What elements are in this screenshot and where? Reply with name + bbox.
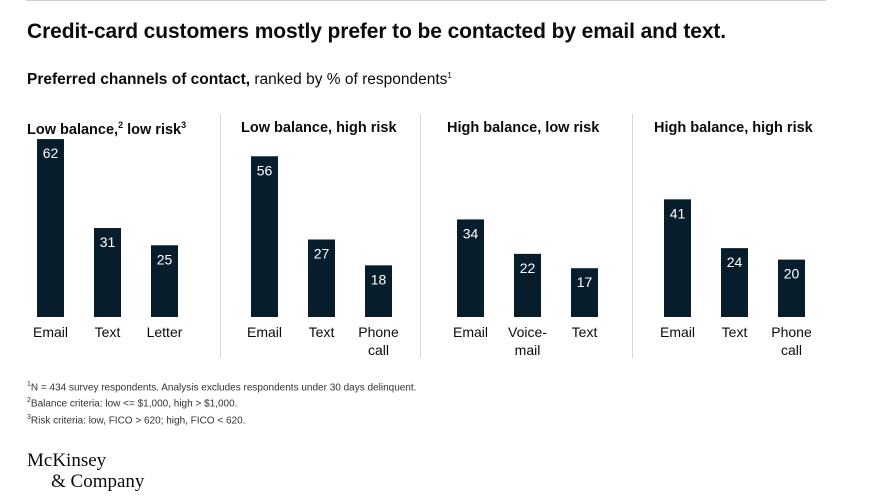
category-label: Phone xyxy=(358,324,399,340)
panel-divider xyxy=(632,114,633,358)
bar-value-label: 34 xyxy=(463,225,479,241)
chart-title: Credit-card customers mostly prefer to b… xyxy=(27,20,727,43)
subtitle-bold: Preferred channels of contact, xyxy=(27,71,251,89)
chart-subtitle: Preferred channels of contact, ranked by… xyxy=(27,71,452,89)
panel-title: Low balance, high risk xyxy=(241,120,397,136)
bar-text xyxy=(571,268,598,317)
footnote-mark: 1 xyxy=(27,381,31,388)
bar-value-label: 24 xyxy=(727,254,743,270)
bar-value-label: 31 xyxy=(100,234,116,250)
bar-value-label: 56 xyxy=(257,162,273,178)
bar-value-label: 18 xyxy=(371,271,387,287)
footnote-3: 3Risk criteria: low, FICO > 620; high, F… xyxy=(27,411,416,427)
bar-phone-call xyxy=(778,259,805,317)
top-rule xyxy=(26,0,826,1)
panel-title-part1: Low balance, xyxy=(27,121,119,138)
bar-value-label: 27 xyxy=(314,246,330,262)
bar-value-label: 62 xyxy=(43,145,59,161)
bar-value-label: 17 xyxy=(577,274,593,290)
category-label: call xyxy=(368,342,389,358)
category-label: Email xyxy=(33,324,68,340)
category-label: Text xyxy=(722,324,748,340)
bar-email xyxy=(251,156,278,317)
panel-title-note2: 3 xyxy=(181,120,187,130)
bar-chart: 41 Email 24 Text 20 Phone call xyxy=(660,199,812,358)
panel-divider xyxy=(220,114,221,358)
panel-high-balance-low-risk: High balance, low risk 34 Email 22 Voice-ma… xyxy=(447,114,637,364)
bar-chart: 56 Email 27 Text 18 Phone call xyxy=(247,156,399,358)
footnote-text: Risk criteria: low, FICO > 620; high, FI… xyxy=(30,414,246,426)
bar-text xyxy=(94,228,121,317)
logo-line-1: McKinsey xyxy=(27,450,107,471)
footnote-text: Balance criteria: low <= $1,000, high > … xyxy=(30,398,238,410)
category-label: Text xyxy=(95,324,121,340)
bar-email xyxy=(37,139,64,317)
bar-value-label: 22 xyxy=(520,260,536,276)
category-label: Phone xyxy=(771,324,812,340)
subtitle-rest: ranked by % of respondents xyxy=(250,71,448,89)
panel-title-part2: low risk xyxy=(123,121,182,138)
bar-voice-mail xyxy=(514,253,541,317)
panel-title: Low balance,2 low risk3 xyxy=(27,120,186,138)
bar-value-label: 41 xyxy=(670,205,686,221)
bar-phone-call xyxy=(365,265,392,317)
footnote-mark: 2 xyxy=(27,397,31,405)
category-label: Email xyxy=(660,324,695,340)
footnote-text: N = 434 survey respondents. Analysis exc… xyxy=(30,382,417,394)
category-label: mail xyxy=(515,342,541,358)
bar-email xyxy=(457,219,484,317)
logo-line-2: & Company xyxy=(51,471,145,492)
panel-title-note: 2 xyxy=(118,120,124,130)
category-label: Text xyxy=(309,324,335,340)
footnote-2: 2Balance criteria: low <= $1,000, high >… xyxy=(27,394,416,410)
panel-divider xyxy=(420,114,421,358)
category-label: Letter xyxy=(147,324,183,340)
footnote-mark: 3 xyxy=(27,413,31,421)
panel-title: High balance, high risk xyxy=(654,120,813,136)
panel-low-balance-low-risk: Low balance,2 low risk3 62 Email 31 Text 25 L… xyxy=(27,114,217,364)
bar-value-label: 20 xyxy=(784,266,800,282)
bar-text xyxy=(308,239,335,317)
category-label: Email xyxy=(247,324,282,340)
panel-high-balance-high-risk: High balance, high risk 41 Email 24 Text 20 P… xyxy=(654,114,844,364)
category-label: Voice- xyxy=(508,324,547,340)
footnote-1: 1N = 434 survey respondents. Analysis ex… xyxy=(27,378,416,394)
bar-email xyxy=(664,199,691,317)
bar-letter xyxy=(151,245,178,317)
category-label: call xyxy=(781,342,802,358)
bar-text xyxy=(721,248,748,317)
category-label: Email xyxy=(453,324,488,340)
panel-low-balance-high-risk: Low balance, high risk 56 Email 27 Text 18 Ph… xyxy=(241,114,431,364)
category-label: Text xyxy=(572,324,598,340)
mckinsey-logo: McKinsey & Company xyxy=(27,450,144,492)
bar-chart: 62 Email 31 Text 25 Letter xyxy=(33,139,183,340)
panel-title: High balance, low risk xyxy=(447,120,600,136)
bar-value-label: 25 xyxy=(157,251,173,267)
subtitle-footnote-mark: 1 xyxy=(447,71,452,80)
bar-chart: 34 Email 22 Voice-mail 17 Text xyxy=(453,219,598,358)
footnotes: 1N = 434 survey respondents. Analysis ex… xyxy=(27,378,416,427)
